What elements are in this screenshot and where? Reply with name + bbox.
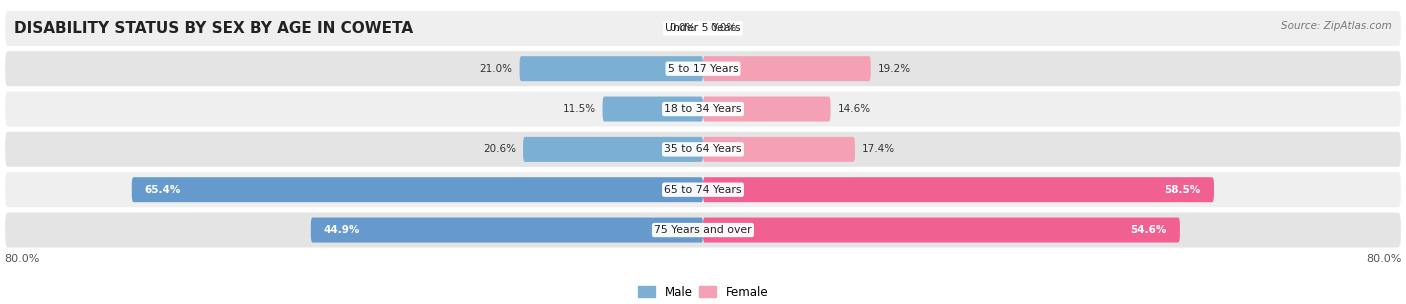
FancyBboxPatch shape [703, 97, 831, 122]
Text: 65.4%: 65.4% [145, 185, 181, 195]
Text: 20.6%: 20.6% [484, 144, 516, 154]
Text: DISABILITY STATUS BY SEX BY AGE IN COWETA: DISABILITY STATUS BY SEX BY AGE IN COWET… [14, 21, 413, 36]
Text: 18 to 34 Years: 18 to 34 Years [664, 104, 742, 114]
Text: 75 Years and over: 75 Years and over [654, 225, 752, 235]
Text: 21.0%: 21.0% [479, 64, 513, 74]
FancyBboxPatch shape [4, 171, 1402, 208]
FancyBboxPatch shape [523, 137, 703, 162]
FancyBboxPatch shape [703, 177, 1213, 202]
Text: 80.0%: 80.0% [1367, 254, 1402, 264]
Text: 80.0%: 80.0% [4, 254, 39, 264]
Text: 58.5%: 58.5% [1164, 185, 1201, 195]
Legend: Male, Female: Male, Female [633, 281, 773, 303]
Text: 35 to 64 Years: 35 to 64 Years [664, 144, 742, 154]
FancyBboxPatch shape [4, 91, 1402, 128]
Text: Source: ZipAtlas.com: Source: ZipAtlas.com [1281, 21, 1392, 31]
Text: 14.6%: 14.6% [838, 104, 870, 114]
FancyBboxPatch shape [520, 56, 703, 81]
Text: 44.9%: 44.9% [323, 225, 360, 235]
Text: 17.4%: 17.4% [862, 144, 896, 154]
FancyBboxPatch shape [703, 218, 1180, 243]
Text: Under 5 Years: Under 5 Years [665, 23, 741, 33]
Text: 19.2%: 19.2% [877, 64, 911, 74]
FancyBboxPatch shape [4, 212, 1402, 249]
FancyBboxPatch shape [703, 56, 870, 81]
FancyBboxPatch shape [603, 97, 703, 122]
Text: 0.0%: 0.0% [669, 23, 696, 33]
FancyBboxPatch shape [703, 137, 855, 162]
FancyBboxPatch shape [4, 50, 1402, 87]
Text: 0.0%: 0.0% [710, 23, 737, 33]
Text: 11.5%: 11.5% [562, 104, 596, 114]
FancyBboxPatch shape [4, 10, 1402, 47]
Text: 54.6%: 54.6% [1130, 225, 1167, 235]
FancyBboxPatch shape [4, 131, 1402, 168]
FancyBboxPatch shape [132, 177, 703, 202]
Text: 5 to 17 Years: 5 to 17 Years [668, 64, 738, 74]
Text: 65 to 74 Years: 65 to 74 Years [664, 185, 742, 195]
FancyBboxPatch shape [311, 218, 703, 243]
